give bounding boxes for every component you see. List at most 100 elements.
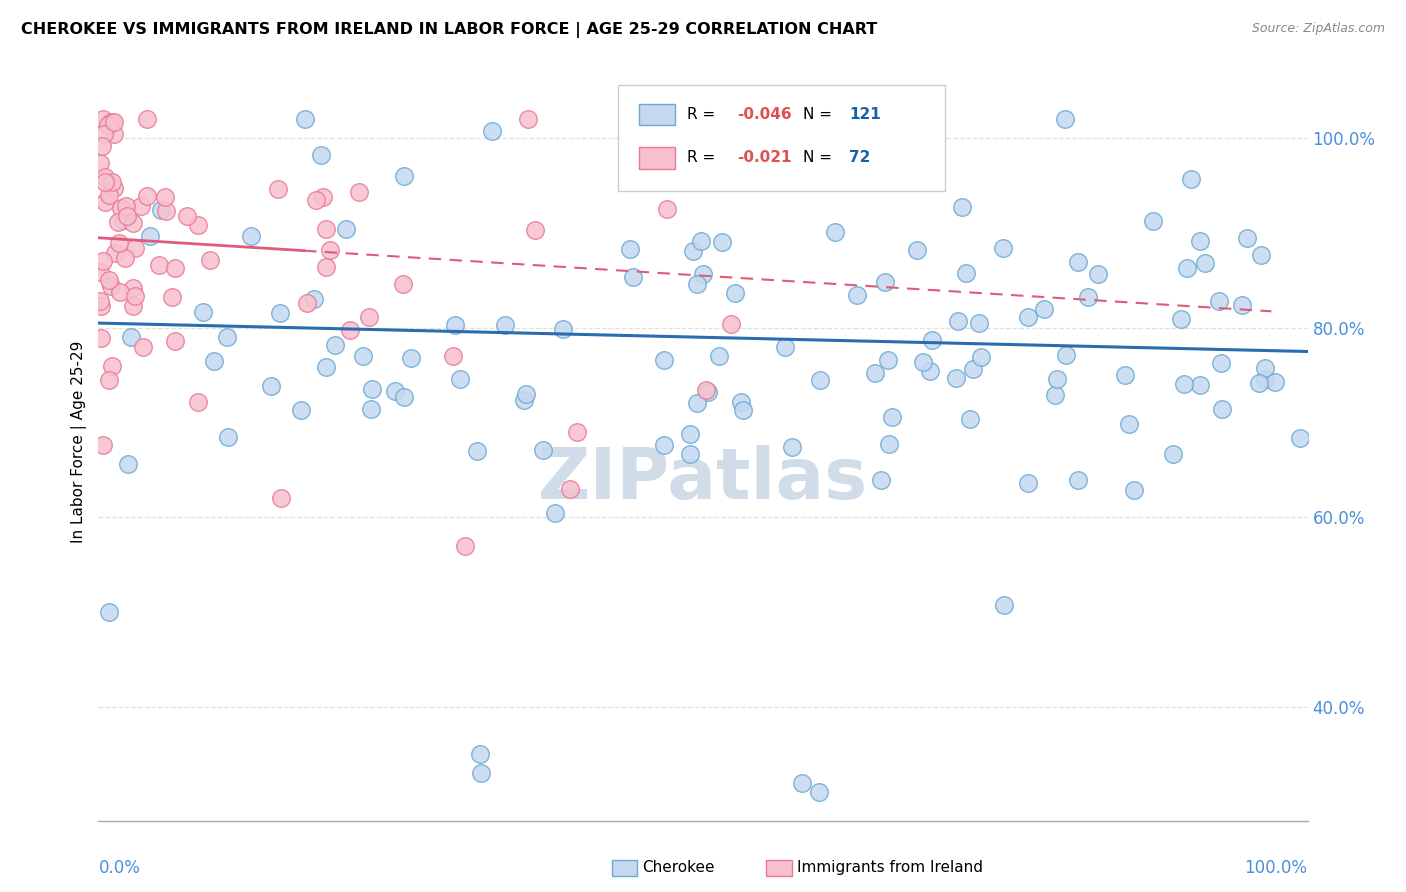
Point: [290, 403, 312, 417]
Point: [112, 213, 135, 227]
Point: [129, 199, 152, 213]
Point: [962, 361, 984, 376]
Point: [1114, 368, 1136, 383]
Point: [494, 318, 516, 333]
Point: [948, 314, 970, 328]
Point: [139, 228, 162, 243]
Text: Cherokee: Cherokee: [643, 861, 716, 875]
Point: [89, 265, 111, 279]
Text: R =: R =: [688, 151, 720, 166]
Point: [384, 384, 406, 398]
Point: [89, 156, 111, 170]
Point: [91, 438, 114, 452]
Point: [100, 115, 122, 129]
Point: [1017, 476, 1039, 491]
Point: [103, 180, 125, 194]
Point: [1211, 402, 1233, 417]
Point: [824, 225, 846, 239]
Point: [465, 444, 488, 458]
Point: [309, 148, 332, 162]
Point: [1054, 112, 1077, 127]
Point: [877, 437, 900, 451]
Point: [124, 241, 146, 255]
Point: [266, 182, 288, 196]
Point: [679, 447, 702, 461]
Text: Source: ZipAtlas.com: Source: ZipAtlas.com: [1251, 22, 1385, 36]
Point: [481, 124, 503, 138]
Point: [399, 351, 422, 365]
Point: [1017, 310, 1039, 325]
Point: [523, 223, 546, 237]
Point: [692, 267, 714, 281]
Point: [544, 506, 567, 520]
Point: [773, 340, 796, 354]
Point: [269, 305, 291, 319]
Point: [441, 349, 464, 363]
Point: [967, 316, 990, 330]
Point: [690, 234, 713, 248]
Point: [391, 277, 413, 291]
Point: [115, 210, 138, 224]
Point: [1046, 371, 1069, 385]
Point: [516, 112, 538, 127]
Point: [905, 243, 928, 257]
Point: [912, 354, 935, 368]
Point: [90, 299, 112, 313]
Point: [515, 387, 537, 401]
Point: [98, 273, 121, 287]
Point: [1173, 376, 1195, 391]
Point: [1188, 378, 1211, 392]
Point: [91, 112, 114, 127]
Y-axis label: In Labor Force | Age 25-29: In Labor Force | Age 25-29: [72, 341, 87, 542]
Text: R =: R =: [688, 107, 720, 122]
Point: [1250, 248, 1272, 262]
Point: [918, 364, 941, 378]
Point: [724, 285, 747, 300]
Point: [347, 185, 370, 199]
Point: [1230, 298, 1253, 312]
Text: CHEROKEE VS IMMIGRANTS FROM IRELAND IN LABOR FORCE | AGE 25-29 CORRELATION CHART: CHEROKEE VS IMMIGRANTS FROM IRELAND IN L…: [21, 22, 877, 38]
Point: [117, 457, 139, 471]
Point: [1054, 348, 1077, 362]
Point: [104, 245, 127, 260]
Point: [107, 215, 129, 229]
Text: 0.0%: 0.0%: [98, 859, 141, 877]
Point: [360, 401, 382, 416]
Point: [120, 330, 142, 344]
Point: [392, 169, 415, 184]
Point: [449, 372, 471, 386]
Point: [150, 202, 173, 217]
Point: [305, 193, 328, 207]
Point: [204, 354, 226, 368]
Point: [512, 393, 534, 408]
Point: [302, 292, 325, 306]
Point: [1254, 361, 1277, 376]
Point: [686, 396, 709, 410]
Point: [1066, 473, 1088, 487]
Point: [97, 119, 120, 133]
Point: [807, 785, 830, 799]
Point: [165, 261, 187, 276]
Point: [443, 318, 465, 332]
Point: [621, 269, 644, 284]
Point: [315, 260, 337, 274]
Point: [875, 276, 897, 290]
Point: [239, 229, 262, 244]
Point: [695, 383, 717, 397]
Point: [877, 353, 900, 368]
Point: [696, 384, 718, 399]
Point: [1067, 255, 1090, 269]
Point: [1264, 375, 1286, 389]
Point: [950, 201, 973, 215]
Point: [198, 252, 221, 267]
Point: [153, 190, 176, 204]
Point: [115, 199, 138, 213]
Point: [1194, 256, 1216, 270]
Point: [392, 391, 415, 405]
Point: [101, 359, 124, 373]
Point: [89, 293, 111, 308]
Point: [187, 395, 209, 409]
Point: [1161, 447, 1184, 461]
Point: [882, 410, 904, 425]
Point: [1123, 483, 1146, 497]
